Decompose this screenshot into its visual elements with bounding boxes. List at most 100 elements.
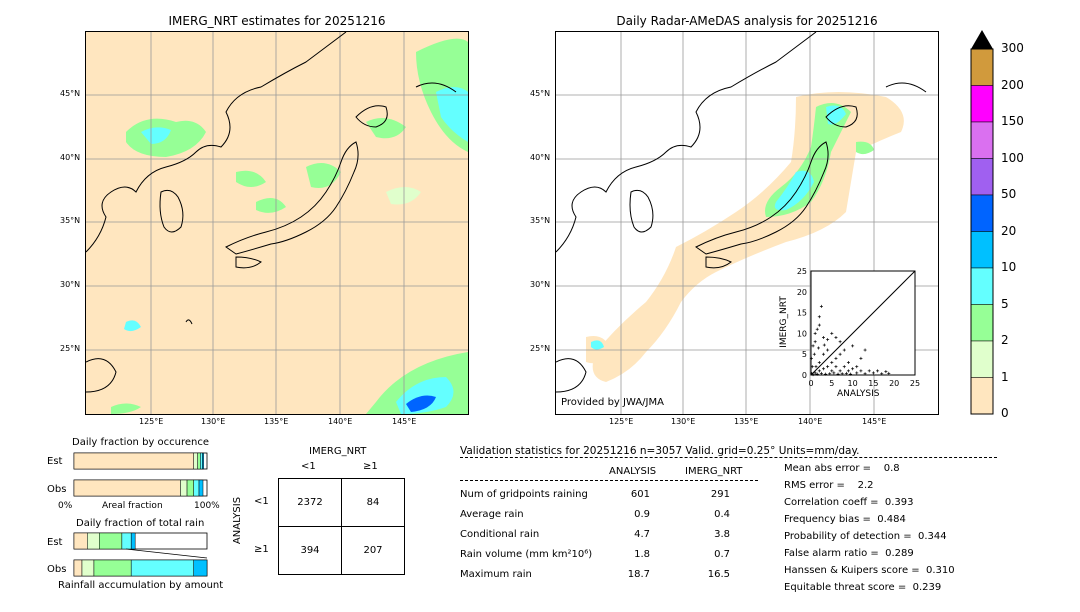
left-lon-tick-125: 125°E — [139, 417, 164, 426]
fraction-bar-segment — [197, 452, 201, 470]
contingency-col-lt1: <1 — [301, 461, 316, 472]
scatter-point — [867, 369, 871, 373]
fraction-occurrence-chart — [73, 452, 208, 497]
scatter-point — [822, 343, 826, 347]
contingency-row-axis: ANALYSIS — [232, 496, 244, 545]
fraction-rain-label-obs: Obs — [47, 564, 67, 575]
colorbar-segment — [970, 121, 994, 159]
colorbar-segment — [970, 304, 994, 342]
validation-row-label: Rain volume (mm km²10⁶) — [460, 549, 593, 560]
scatter-point — [810, 365, 814, 369]
left-lat-tick-40: 40°N — [60, 153, 81, 162]
scatter-point — [863, 372, 867, 376]
contingency-row-lt1: <1 — [254, 496, 269, 507]
scatter-point — [817, 361, 821, 365]
contingency-col-ge1: ≥1 — [363, 461, 378, 472]
fraction-bar-segment — [200, 452, 203, 470]
scatter-point — [834, 356, 838, 360]
colorbar-segment — [970, 231, 994, 269]
right-lat-tick-45: 45°N — [530, 89, 551, 98]
fraction-bar-segment — [87, 532, 100, 550]
validation-row-analysis: 601 — [630, 489, 650, 500]
scatter-point — [830, 331, 834, 335]
scatter-xtick: 15 — [868, 379, 878, 388]
scatter-point — [887, 371, 891, 375]
fraction-occurrence-title: Daily fraction by occurence — [72, 437, 210, 448]
left-lon-tick-135: 135°E — [264, 417, 289, 426]
scatter-xtick: 20 — [889, 379, 899, 388]
scatter-point — [830, 361, 834, 365]
colorbar-segment — [970, 158, 994, 196]
fraction-bar-segment — [73, 479, 181, 497]
scatter-point — [844, 371, 848, 375]
right-lon-tick-125: 125°E — [609, 417, 634, 426]
colorbar-segment — [970, 267, 994, 305]
scatter-point — [826, 338, 830, 342]
fraction-bar-segment — [73, 559, 83, 577]
fraction-bar-segment — [81, 559, 95, 577]
fraction-rain-chart — [73, 532, 208, 577]
contingency-row: 2372 84 — [278, 478, 405, 527]
scatter-xlabel: ANALYSIS — [837, 389, 880, 399]
validation-row-imerg: 0.7 — [714, 549, 730, 560]
fraction-occ-axis-left: 0% — [58, 501, 73, 511]
right-lon-tick-140: 140°E — [798, 417, 823, 426]
scatter-ytick: 0 — [802, 371, 807, 380]
fraction-rain-title: Daily fraction of total rain — [76, 518, 205, 529]
fraction-occ-label-est: Est — [47, 456, 63, 467]
contingency-header: IMERG_NRT — [309, 446, 367, 457]
scatter-point — [811, 373, 815, 377]
colorbar-label: 10 — [1001, 260, 1017, 274]
scatter-point — [817, 323, 821, 327]
fraction-bar-segment — [186, 479, 194, 497]
scatter-point — [842, 365, 846, 369]
validation-row-analysis: 4.7 — [634, 529, 650, 540]
validation-score: False alarm ratio = 0.289 — [784, 548, 914, 559]
colorbar-label: 5 — [1001, 296, 1009, 311]
fraction-bar-segment — [130, 559, 194, 577]
scatter-point — [838, 369, 842, 373]
fraction-bar-segment — [198, 479, 204, 497]
scatter-ytick: 25 — [797, 267, 807, 276]
left-lat-tick-35: 35°N — [60, 216, 81, 225]
colorbar-label: 0 — [1001, 406, 1009, 420]
left-lon-tick-140: 140°E — [328, 417, 353, 426]
scatter-point — [814, 365, 818, 369]
scatter-point — [828, 372, 832, 376]
scatter-point — [830, 369, 834, 373]
scatter-point — [812, 352, 816, 356]
validation-row-imerg: 0.4 — [714, 509, 730, 520]
fraction-occ-label-obs: Obs — [47, 484, 67, 495]
validation-score: Probability of detection = 0.344 — [784, 531, 947, 542]
fraction-bar-segment — [193, 452, 198, 470]
contingency-row: 394 207 — [278, 526, 405, 575]
scatter-point — [884, 370, 888, 374]
colorbar-svg — [970, 30, 994, 415]
scatter-point — [840, 372, 844, 376]
scatter-point — [838, 352, 842, 356]
colorbar-label: 200 — [1001, 77, 1024, 92]
fraction-rain-connector — [125, 548, 208, 559]
scatter-point — [811, 344, 815, 348]
fraction-bar-segment — [180, 479, 188, 497]
fraction-bar-segment — [73, 452, 194, 470]
validation-row-imerg: 16.5 — [707, 569, 730, 580]
colorbar-label: 1 — [1001, 369, 1009, 384]
validation-row-label: Conditional rain — [460, 529, 540, 540]
scatter-point — [849, 372, 853, 376]
scatter-point — [819, 371, 823, 375]
colorbar-segment — [970, 377, 994, 415]
scatter-point — [815, 372, 819, 376]
scatter-point — [876, 369, 880, 373]
validation-row-analysis: 1.8 — [634, 549, 650, 560]
validation-header-rule — [460, 480, 758, 481]
scatter-point — [842, 348, 846, 352]
left-lat-tick-45: 45°N — [60, 89, 81, 98]
scatter-point — [846, 369, 850, 373]
left-map-coastline — [86, 32, 457, 393]
left-lon-tick-130: 130°E — [201, 417, 226, 426]
validation-col-analysis: ANALYSIS — [609, 466, 657, 477]
scatter-point — [863, 348, 867, 352]
scatter-point — [859, 356, 863, 360]
right-map-coastline — [556, 32, 927, 393]
